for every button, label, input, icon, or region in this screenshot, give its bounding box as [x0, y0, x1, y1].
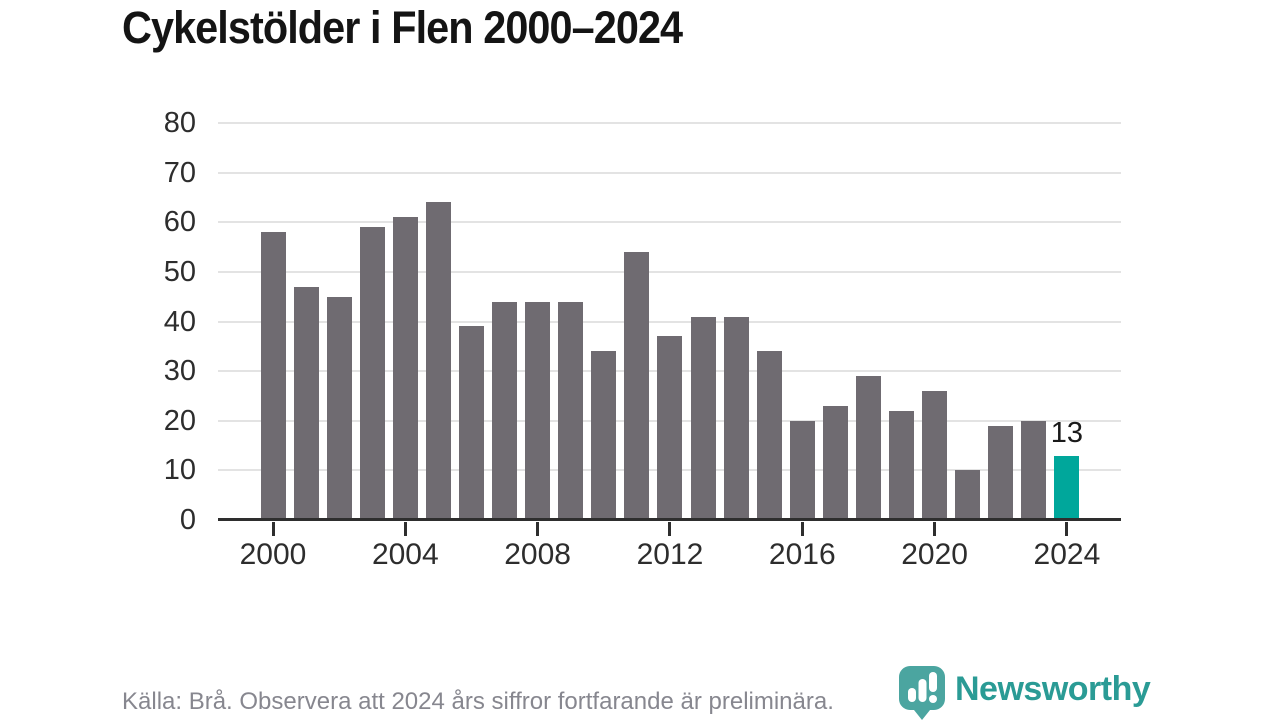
x-axis-label: 2020: [901, 538, 968, 571]
bar-2021: [955, 470, 981, 520]
bar-2007: [492, 301, 518, 520]
y-axis-label: 70: [163, 156, 196, 189]
bar-2022: [988, 425, 1014, 520]
bar-2004: [392, 217, 418, 520]
x-axis-tick: [271, 522, 275, 536]
source-note: Källa: Brå. Observera att 2024 års siffr…: [122, 688, 834, 715]
gridline: [218, 171, 1121, 174]
bar-2002: [326, 296, 352, 520]
bar-2008: [525, 301, 551, 520]
newsworthy-logo-text: Newsworthy: [955, 670, 1151, 708]
x-axis-label: 2024: [1033, 538, 1101, 571]
newsworthy-barchart-pin-icon: [897, 664, 947, 720]
y-axis-label: 0: [179, 504, 196, 536]
bar-2015: [756, 351, 782, 520]
gridline: [218, 221, 1121, 224]
x-axis-label: 2004: [371, 538, 439, 571]
x-axis-tick: [1065, 522, 1069, 536]
bar-2019: [889, 410, 915, 520]
x-axis-tick: [536, 522, 540, 536]
bar-2001: [293, 286, 319, 520]
x-axis-tick: [668, 522, 672, 536]
y-axis-label: 10: [163, 454, 196, 487]
bar-2006: [458, 326, 484, 520]
bar-2023: [1021, 420, 1047, 520]
gridline: [218, 320, 1121, 323]
highlight-value-label: 13: [1050, 417, 1084, 450]
y-axis-label: 30: [163, 355, 196, 388]
bar-2014: [723, 316, 749, 520]
x-axis-tick: [403, 522, 407, 536]
x-axis-label: 2016: [768, 538, 836, 571]
x-axis-label: 2000: [239, 538, 307, 571]
y-axis-label: 20: [163, 404, 196, 437]
x-axis-tick: [933, 522, 937, 536]
y-axis-label: 80: [163, 107, 196, 139]
bar-2010: [591, 351, 617, 520]
gridline: [218, 122, 1121, 124]
bar-2024: [1054, 455, 1080, 520]
y-axis-label: 40: [163, 305, 196, 338]
bar-2000: [260, 232, 286, 520]
y-axis-label: 50: [163, 255, 196, 288]
x-axis-label: 2008: [504, 538, 571, 571]
bar-2003: [359, 227, 385, 520]
bar-2011: [624, 252, 650, 520]
bar-2012: [657, 336, 683, 520]
bar-2013: [690, 316, 716, 520]
gridline: [218, 270, 1121, 273]
x-axis-label: 2012: [636, 538, 704, 571]
bar-2016: [789, 420, 815, 520]
bar-2009: [558, 301, 584, 520]
plot-area: 0 10 20 30 40 50 60 70 80 2000 2004 2008 2012 2016 202…: [164, 107, 1121, 571]
bar-2005: [425, 202, 451, 520]
bar-2017: [822, 405, 848, 520]
chart-title: Cykelstölder i Flen 2000–2024: [122, 2, 683, 53]
x-axis-tick: [800, 522, 804, 536]
bar-2018: [855, 376, 881, 520]
newsworthy-logo: Newsworthy: [897, 664, 1151, 720]
y-axis-label: 60: [163, 206, 196, 239]
bar-2020: [922, 390, 948, 520]
x-axis-line: [218, 518, 1121, 521]
